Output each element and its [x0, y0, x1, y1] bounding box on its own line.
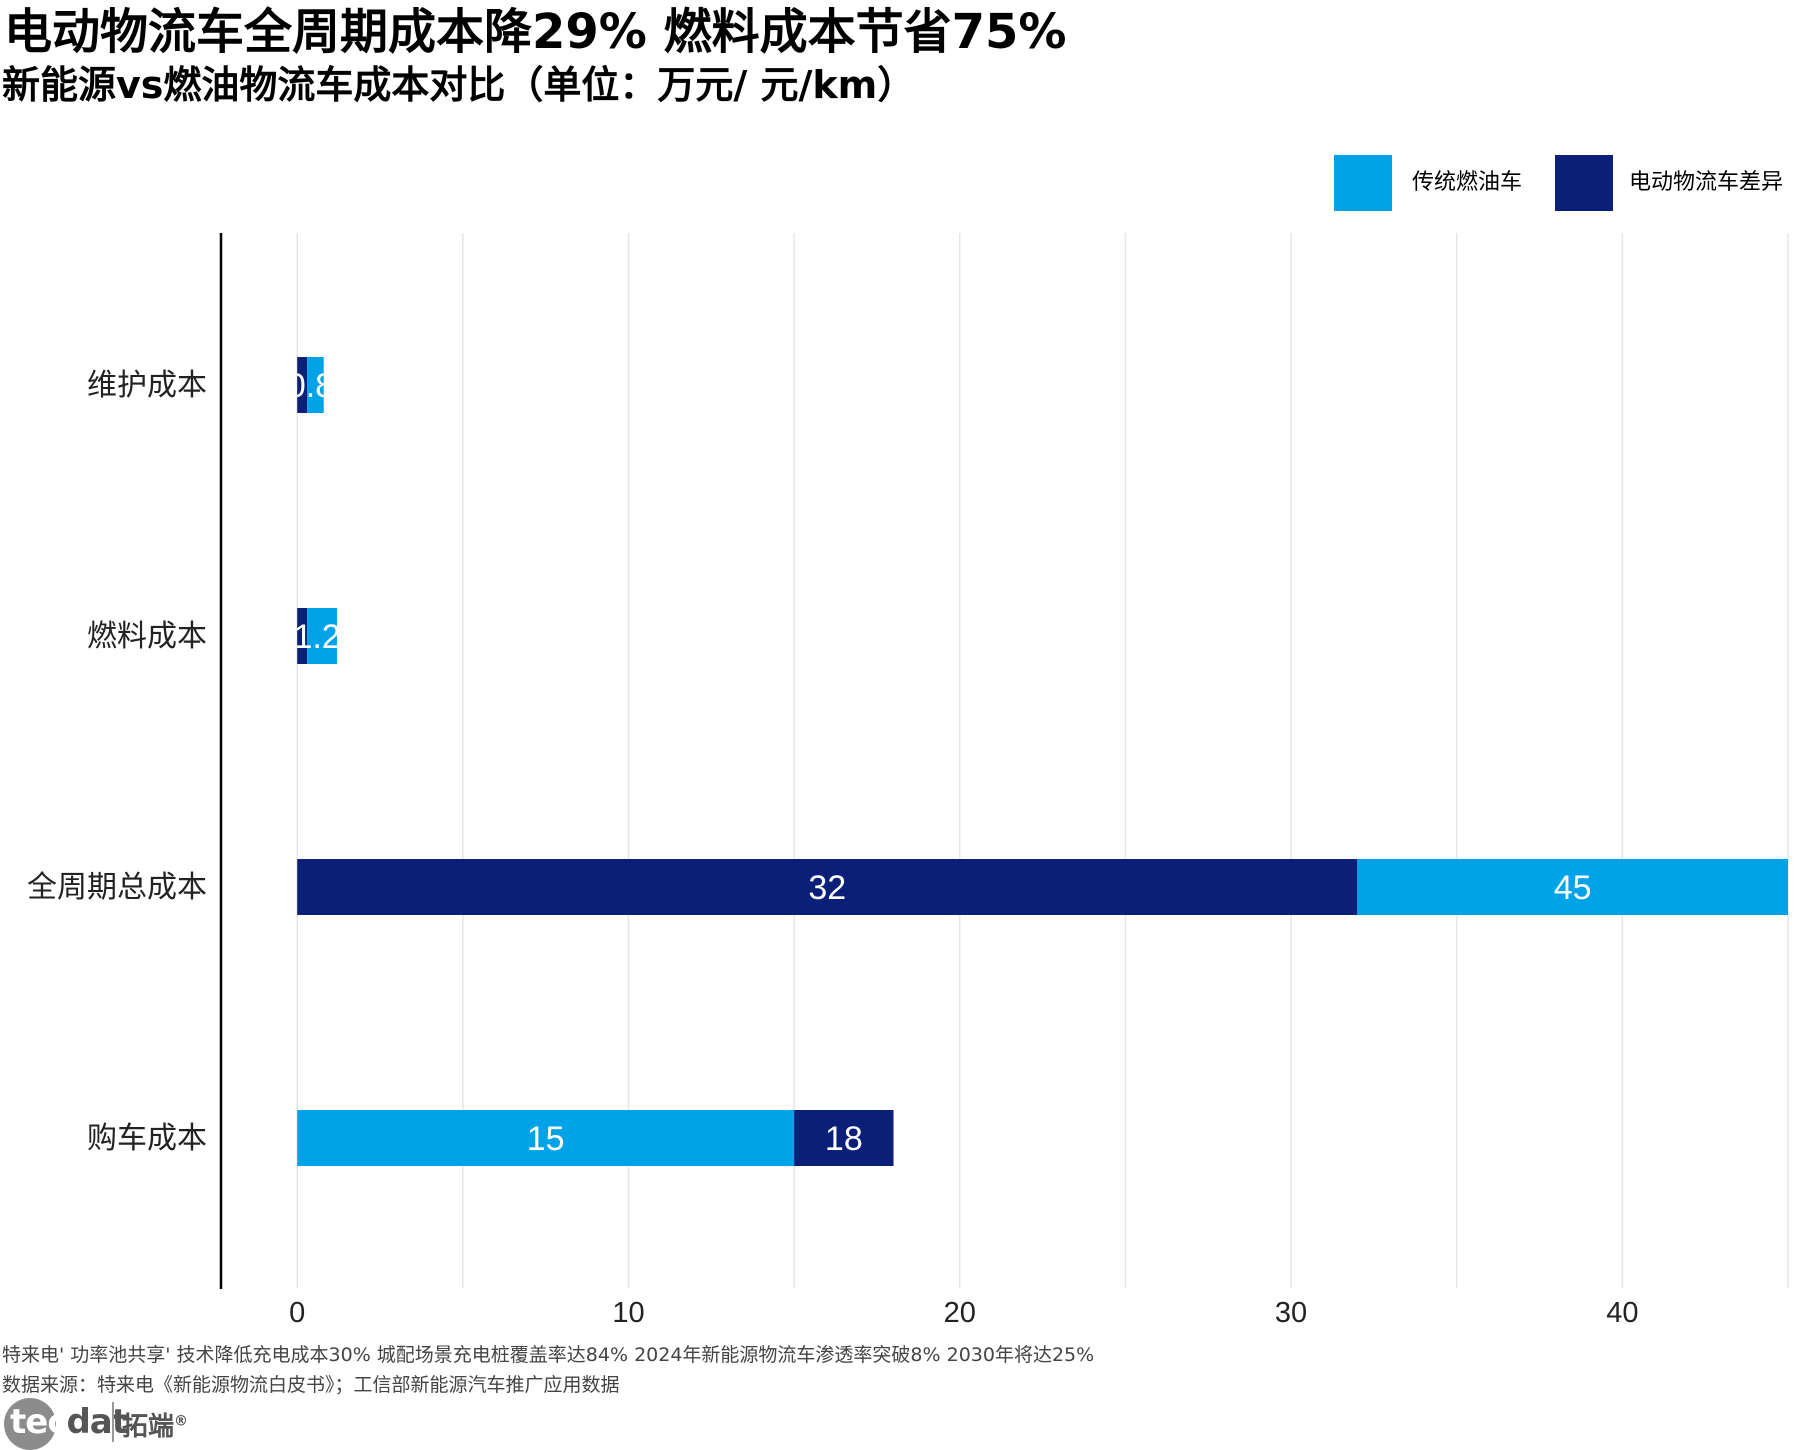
- legend-label-fuel: 传统燃油车: [1412, 170, 1523, 195]
- data-label: 1.2: [293, 618, 340, 656]
- legend-swatch-fuel: [1334, 155, 1392, 211]
- bar-segment: [1357, 859, 1788, 915]
- logo-chinese: 拓端®: [122, 1406, 188, 1443]
- legend-label-ev: 电动物流车差异: [1629, 170, 1784, 195]
- logo-registered-mark: ®: [174, 1413, 189, 1430]
- x-tick-label: 0: [289, 1297, 305, 1329]
- logo-wordmark: tecdat: [10, 1402, 128, 1442]
- bar-segment: [297, 1110, 795, 1166]
- logo-divider: [112, 1402, 114, 1442]
- category-label: 购车成本: [87, 1121, 207, 1156]
- data-label: 0.8: [287, 367, 334, 405]
- bar-segment: [307, 608, 337, 664]
- bar-segment: [297, 859, 1358, 915]
- x-tick-label: 40: [1606, 1297, 1638, 1329]
- chart-title: 电动物流车全周期成本降29% 燃料成本节省75%: [4, 4, 1067, 60]
- x-tick-label: 30: [1275, 1297, 1307, 1329]
- data-label: 15: [527, 1120, 565, 1158]
- logo-wordmark-b: dat: [66, 1402, 128, 1442]
- bar-segment: [794, 1110, 894, 1166]
- x-tick-label: 10: [612, 1297, 644, 1329]
- logo-chinese-text: 拓端: [122, 1412, 175, 1442]
- brand-logo: tecdat 拓端®: [4, 1398, 204, 1450]
- source-text: 数据来源：特来电《新能源物流白皮书》；工信部新能源汽车推广应用数据: [2, 1374, 620, 1396]
- legend-swatch-ev: [1555, 155, 1613, 211]
- data-label: 18: [825, 1120, 863, 1158]
- logo-wordmark-a: tec: [10, 1402, 67, 1442]
- category-label: 全周期总成本: [27, 870, 207, 905]
- bar-segment: [307, 357, 324, 413]
- category-label: 燃料成本: [87, 619, 207, 654]
- bar-segment: [297, 608, 308, 664]
- chart-subtitle: 新能源vs燃油物流车成本对比（单位：万元/ 元/km）: [2, 63, 916, 107]
- x-tick-label: 20: [944, 1297, 976, 1329]
- footnote-text: 特来电' 功率池共享' 技术降低充电成本30% 城配场景充电桩覆盖率达84% 2…: [2, 1344, 1095, 1366]
- category-label: 维护成本: [87, 368, 207, 403]
- data-label: 32: [808, 869, 846, 907]
- logo-circle: [4, 1398, 56, 1450]
- data-label: 45: [1554, 869, 1592, 907]
- bar-segment: [297, 357, 308, 413]
